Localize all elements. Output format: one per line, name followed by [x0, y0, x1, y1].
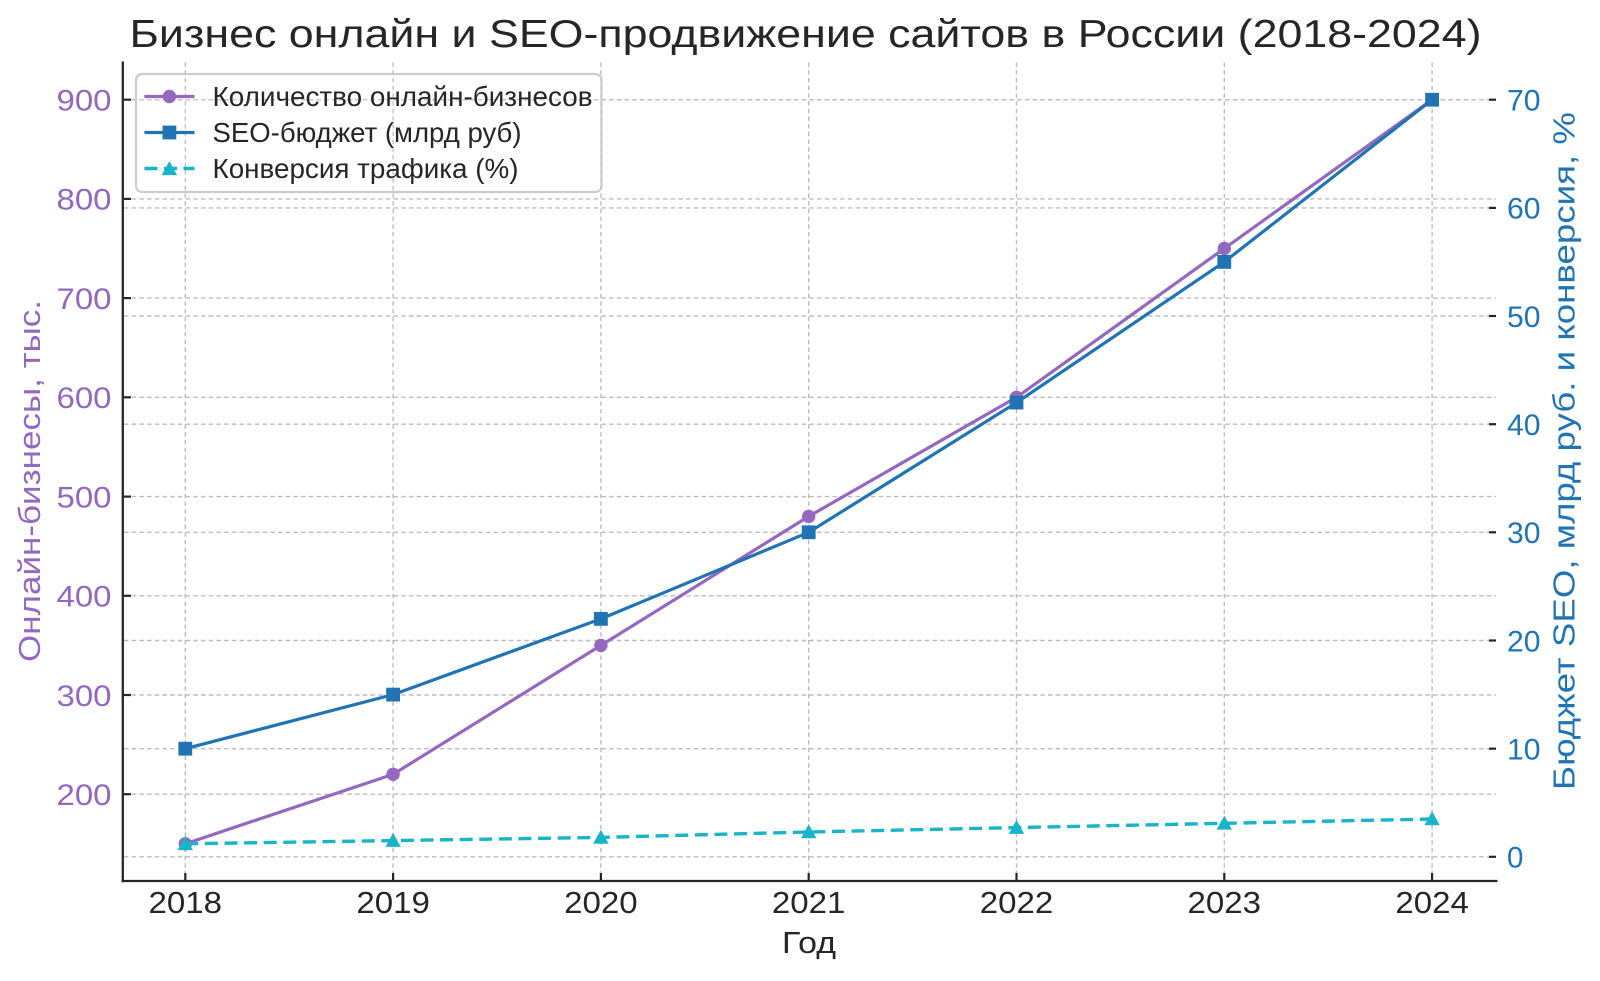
svg-text:10: 10 [1507, 734, 1541, 767]
svg-text:900: 900 [57, 85, 112, 118]
svg-text:50: 50 [1507, 301, 1541, 334]
svg-text:2019: 2019 [356, 887, 430, 920]
svg-text:2021: 2021 [772, 887, 846, 920]
svg-text:0: 0 [1507, 842, 1523, 875]
svg-text:700: 700 [57, 283, 112, 316]
svg-text:800: 800 [57, 184, 112, 217]
svg-text:400: 400 [57, 581, 112, 614]
svg-text:300: 300 [57, 680, 112, 713]
svg-text:Онлайн-бизнесы, тыс.: Онлайн-бизнесы, тыс. [13, 300, 47, 662]
svg-text:600: 600 [57, 382, 112, 415]
svg-text:70: 70 [1507, 85, 1541, 118]
svg-text:40: 40 [1507, 409, 1541, 442]
svg-text:Конверсия трафика (%): Конверсия трафика (%) [213, 153, 519, 184]
svg-text:SEO-бюджет (млрд руб): SEO-бюджет (млрд руб) [213, 117, 522, 148]
svg-text:Год: Год [782, 926, 836, 960]
svg-text:Бизнес онлайн и SEO-продвижени: Бизнес онлайн и SEO-продвижение сайтов в… [130, 13, 1482, 56]
svg-text:20: 20 [1507, 625, 1541, 658]
svg-text:60: 60 [1507, 193, 1541, 226]
svg-text:2018: 2018 [149, 887, 223, 920]
svg-text:500: 500 [57, 481, 112, 514]
svg-text:2024: 2024 [1395, 887, 1469, 920]
svg-text:Количество онлайн-бизнесов: Количество онлайн-бизнесов [213, 81, 593, 112]
svg-text:200: 200 [57, 779, 112, 812]
svg-text:30: 30 [1507, 517, 1541, 550]
svg-text:Бюджет SEO, млрд руб. и конвер: Бюджет SEO, млрд руб. и конверсия, % [1548, 112, 1582, 790]
svg-text:2023: 2023 [1188, 887, 1262, 920]
svg-text:2022: 2022 [980, 887, 1054, 920]
svg-text:2020: 2020 [564, 887, 638, 920]
